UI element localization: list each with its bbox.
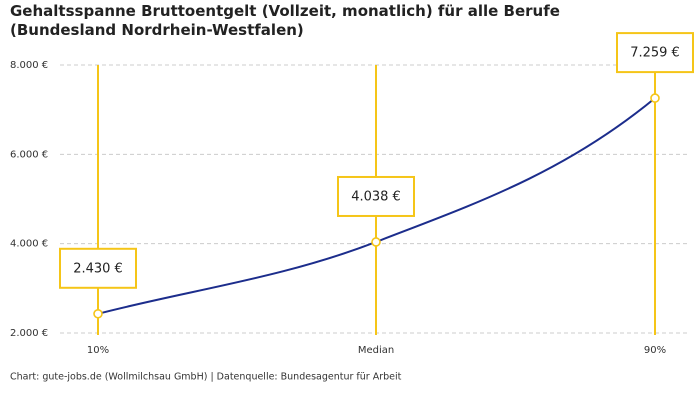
chart-title: Gehaltsspanne Bruttoentgelt (Vollzeit, m… [10,2,560,39]
label-box [59,247,137,289]
y-tick-label: 2.000 € [10,328,48,339]
value-label: 4.038 € [351,189,401,204]
y-tick-label: 4.000 € [10,239,48,250]
x-tick-label: 10% [87,345,109,356]
label-box [337,175,415,217]
point [371,237,381,247]
x-tick-label: 90% [644,345,666,356]
label-box [616,32,694,74]
value-label: 7.259 € [630,46,680,61]
source: Chart: gute-jobs.de (Wollmilchsau GmbH) … [10,372,402,383]
value-label: 2.430 € [73,261,123,276]
y-tick-label: 6.000 € [10,149,48,160]
y-tick-label: 8.000 € [10,60,48,71]
point [93,308,103,319]
x-tick-label: Median [358,345,394,356]
point [650,93,660,103]
